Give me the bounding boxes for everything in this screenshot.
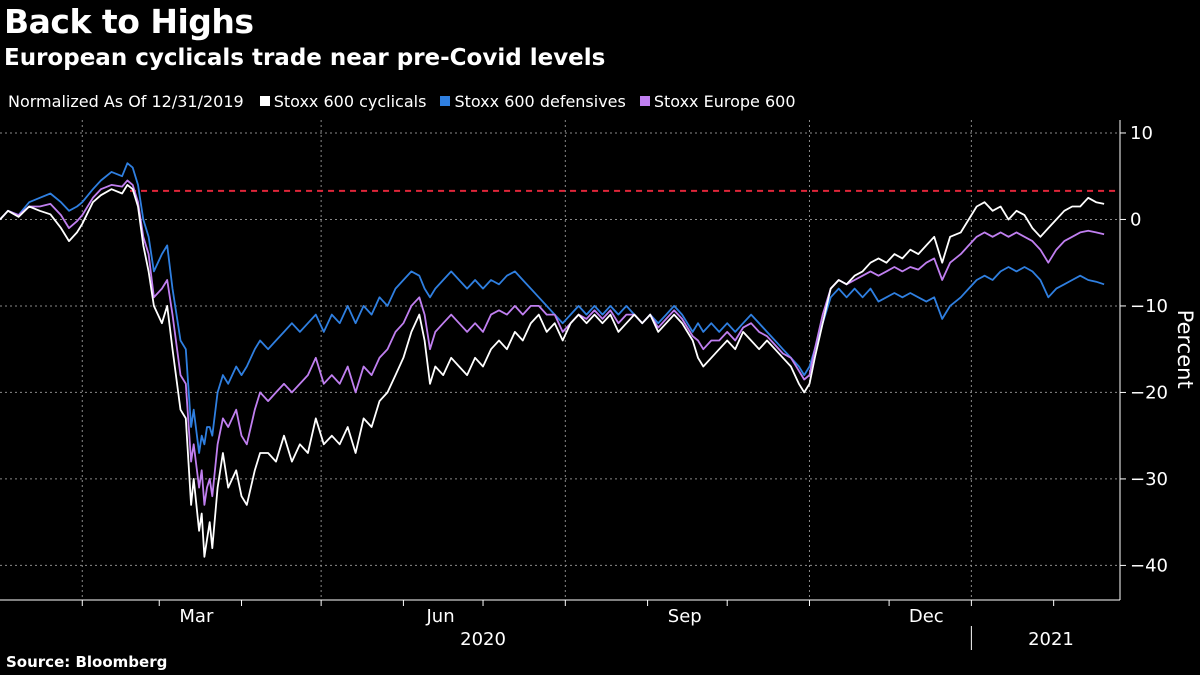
series-line-defensives xyxy=(0,162,1105,454)
legend-label-defensives: Stoxx 600 defensives xyxy=(454,91,626,111)
y-tick-label: −40 xyxy=(1130,555,1168,576)
y-axis-title: Percent xyxy=(1173,310,1197,389)
x-tick-label: Sep xyxy=(668,606,702,627)
y-tick-label: −20 xyxy=(1130,382,1168,403)
legend-swatch-cyclicals xyxy=(259,96,270,106)
y-tick-label: −10 xyxy=(1130,296,1168,317)
y-tick-label: 10 xyxy=(1130,123,1153,144)
legend-item-defensives: Stoxx 600 defensives xyxy=(440,91,626,111)
legend: Normalized As Of 12/31/2019 Stoxx 600 cy… xyxy=(8,90,810,112)
source-note: Source: Bloomberg xyxy=(6,653,168,671)
legend-item-europe600: Stoxx Europe 600 xyxy=(639,91,796,111)
x-tick-label: Dec xyxy=(909,606,944,627)
x-year-label: 2021 xyxy=(1028,629,1074,650)
chart-subtitle: European cyclicals trade near pre-Covid … xyxy=(4,45,606,71)
legend-label-europe600: Stoxx Europe 600 xyxy=(653,91,796,111)
x-year-label: 2020 xyxy=(460,629,506,650)
legend-note: Normalized As Of 12/31/2019 xyxy=(8,91,244,111)
chart-title: Back to Highs xyxy=(4,2,254,41)
legend-swatch-europe600 xyxy=(639,96,650,106)
series-line-cyclicals xyxy=(0,184,1105,558)
legend-swatch-defensives xyxy=(440,96,451,106)
legend-label-cyclicals: Stoxx 600 cyclicals xyxy=(273,91,427,111)
series-line-europe600 xyxy=(0,179,1105,506)
x-tick-label: Jun xyxy=(426,606,455,627)
y-tick-label: −30 xyxy=(1130,469,1168,490)
y-tick-label: 0 xyxy=(1130,209,1141,230)
legend-item-cyclicals: Stoxx 600 cyclicals xyxy=(259,91,427,111)
x-tick-label: Mar xyxy=(179,606,214,627)
